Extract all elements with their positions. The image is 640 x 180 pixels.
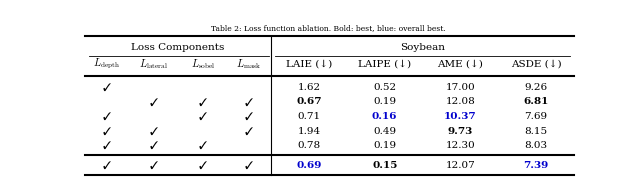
- Text: $\checkmark$: $\checkmark$: [102, 160, 111, 171]
- Text: 9.26: 9.26: [524, 83, 547, 92]
- Text: $\checkmark$: $\checkmark$: [198, 111, 208, 122]
- Text: $\checkmark$: $\checkmark$: [244, 96, 254, 108]
- Text: 17.00: 17.00: [445, 83, 476, 92]
- Text: 7.69: 7.69: [524, 112, 547, 121]
- Text: 1.62: 1.62: [298, 83, 321, 92]
- Text: 12.30: 12.30: [445, 141, 476, 150]
- Text: 0.16: 0.16: [372, 112, 397, 121]
- Text: $\checkmark$: $\checkmark$: [102, 82, 111, 93]
- Text: $\checkmark$: $\checkmark$: [244, 125, 254, 137]
- Text: $\checkmark$: $\checkmark$: [102, 111, 111, 122]
- Text: $\checkmark$: $\checkmark$: [198, 96, 208, 108]
- Text: $\checkmark$: $\checkmark$: [148, 125, 159, 137]
- Text: 12.08: 12.08: [445, 98, 476, 107]
- Text: $\checkmark$: $\checkmark$: [244, 160, 254, 171]
- Text: 7.39: 7.39: [524, 161, 548, 170]
- Text: LAIPE (↓): LAIPE (↓): [358, 59, 412, 68]
- Text: $\checkmark$: $\checkmark$: [102, 140, 111, 151]
- Text: $L_{\rm sobel}$: $L_{\rm sobel}$: [191, 57, 216, 71]
- Text: 9.73: 9.73: [448, 127, 473, 136]
- Text: AME (↓): AME (↓): [438, 59, 483, 68]
- Text: ASDE (↓): ASDE (↓): [511, 59, 561, 68]
- Text: 0.19: 0.19: [373, 98, 396, 107]
- Text: $\checkmark$: $\checkmark$: [198, 140, 208, 151]
- Text: 1.94: 1.94: [298, 127, 321, 136]
- Text: Loss Components: Loss Components: [131, 43, 225, 52]
- Text: 0.15: 0.15: [372, 161, 397, 170]
- Text: $\checkmark$: $\checkmark$: [148, 96, 159, 108]
- Text: $\checkmark$: $\checkmark$: [198, 160, 208, 171]
- Text: LAIE (↓): LAIE (↓): [286, 59, 332, 68]
- Text: 10.37: 10.37: [444, 112, 477, 121]
- Text: 0.69: 0.69: [296, 161, 322, 170]
- Text: 0.71: 0.71: [298, 112, 321, 121]
- Text: 8.03: 8.03: [524, 141, 547, 150]
- Text: $L_{\rm lateral}$: $L_{\rm lateral}$: [139, 57, 168, 71]
- Text: Table 2: Loss function ablation. Bold: best, blue: overall best.: Table 2: Loss function ablation. Bold: b…: [211, 24, 445, 32]
- Text: 0.78: 0.78: [298, 141, 321, 150]
- Text: 12.07: 12.07: [445, 161, 476, 170]
- Text: 0.49: 0.49: [373, 127, 396, 136]
- Text: $\checkmark$: $\checkmark$: [244, 111, 254, 122]
- Text: $\checkmark$: $\checkmark$: [102, 125, 111, 137]
- Text: 6.81: 6.81: [524, 98, 548, 107]
- Text: $\checkmark$: $\checkmark$: [148, 140, 159, 151]
- Text: $L_{\rm mask}$: $L_{\rm mask}$: [236, 57, 262, 71]
- Text: $L_{\rm depth}$: $L_{\rm depth}$: [93, 57, 120, 71]
- Text: 0.19: 0.19: [373, 141, 396, 150]
- Text: 0.52: 0.52: [373, 83, 396, 92]
- Text: 0.67: 0.67: [296, 98, 322, 107]
- Text: 8.15: 8.15: [524, 127, 547, 136]
- Text: Soybean: Soybean: [400, 43, 445, 52]
- Text: $\checkmark$: $\checkmark$: [148, 160, 159, 171]
